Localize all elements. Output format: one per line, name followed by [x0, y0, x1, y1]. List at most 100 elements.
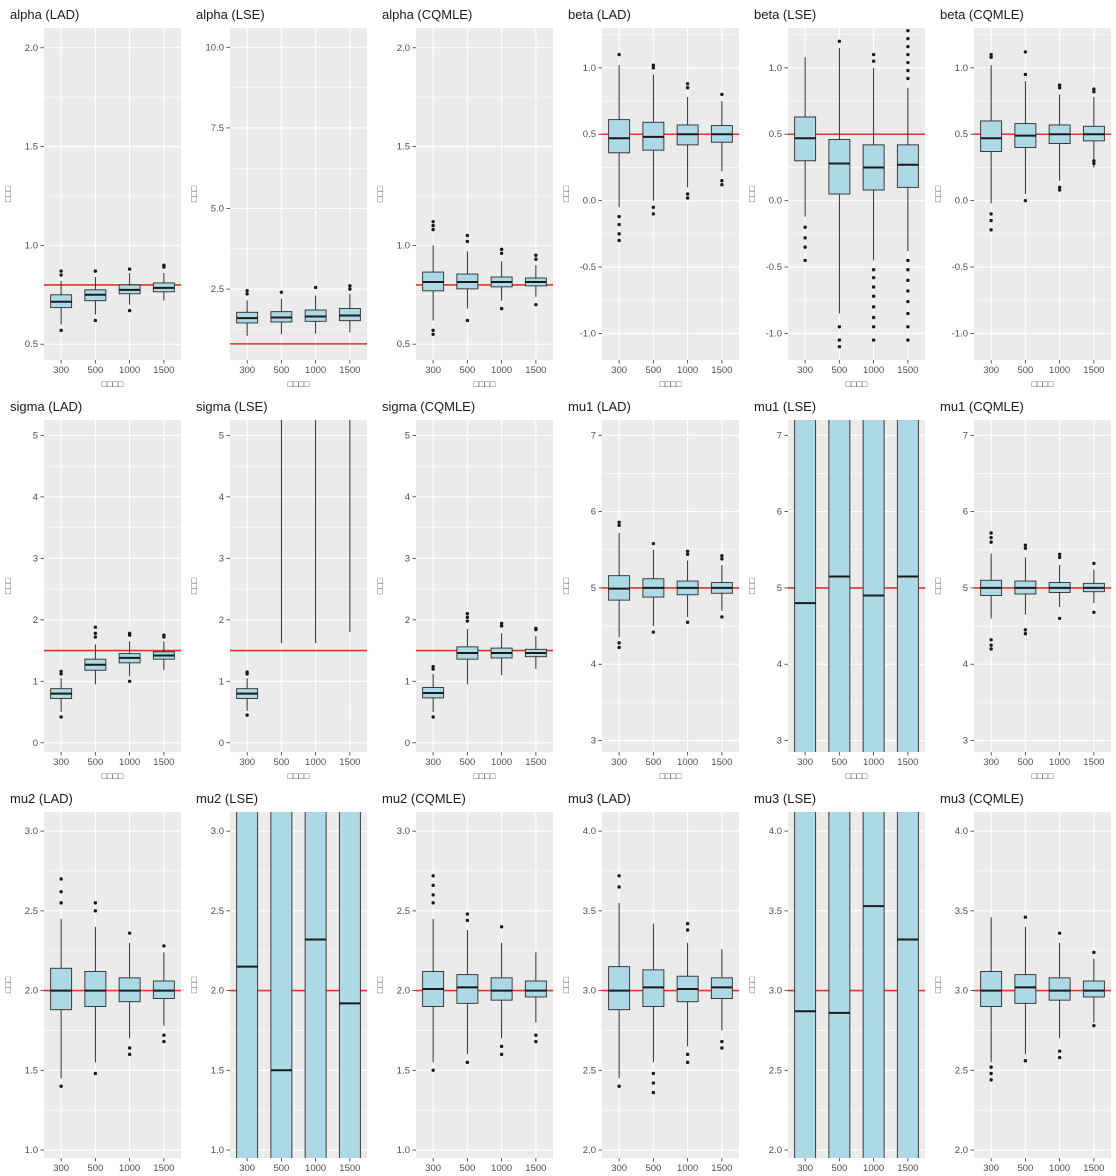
box-500: [280, 420, 282, 644]
outlier-dot: [989, 1071, 993, 1076]
outlier-dot: [465, 918, 470, 923]
y-tick-label: 7.5: [211, 123, 224, 134]
y-tick-label: 0.5: [955, 129, 968, 140]
axes: 2.0 2.5 3.0 3.5 4.0 300 500 1000 1500 □□□: [933, 826, 1104, 1174]
box-1000: [118, 931, 141, 1057]
x-tick-label: 1500: [153, 1163, 174, 1174]
y-tick-label: 1.0: [25, 240, 38, 251]
y-tick-label: 5: [33, 430, 38, 441]
panel-sigma-lad: sigma (LAD) 0 1 2 3 4 5 300 500 1000 1500 □□□□ □□□: [0, 392, 186, 784]
y-tick-label: 1.0: [397, 240, 410, 251]
x-tick-label: 1000: [491, 757, 512, 768]
iqr-box: [456, 974, 479, 1004]
x-tick-label: 1500: [1083, 365, 1104, 376]
outlier-dot: [685, 620, 690, 624]
outlier-dot: [989, 1078, 993, 1082]
x-tick-label: 500: [1017, 757, 1033, 768]
x-axis-title: □□□□: [846, 771, 868, 781]
y-tick-label: 3.0: [25, 826, 38, 837]
outlier-dot: [989, 212, 993, 216]
y-tick-label: 5: [405, 430, 410, 441]
box-300: [236, 288, 259, 336]
y-axis-title: □□□: [375, 185, 385, 202]
box-1000: [1048, 83, 1071, 192]
outlier-dot: [906, 278, 910, 283]
outlier-dot: [499, 1052, 504, 1057]
outlier-dot: [871, 59, 876, 63]
box-300: [980, 531, 1003, 651]
outlier-dot: [431, 223, 435, 228]
outlier-dot: [499, 1044, 504, 1049]
outlier-dot: [431, 901, 435, 905]
outlier-dot: [1057, 1055, 1062, 1060]
box-500: [1014, 50, 1037, 203]
x-tick-label: 500: [273, 1163, 289, 1174]
x-tick-label: 500: [1017, 1163, 1033, 1174]
panel-title: alpha (CQMLE): [382, 7, 473, 22]
outlier-dot: [162, 263, 166, 267]
y-tick-label: 1.5: [25, 1065, 38, 1076]
x-tick-label: 1500: [525, 757, 546, 768]
panel-mu3-lse: mu3 (LSE) 2.0 2.5 3.0 3.5 4.0 300 500 1000 1500 □□…: [744, 784, 930, 1176]
box-1500: [152, 633, 175, 671]
outlier-dot: [431, 1068, 435, 1073]
x-tick-label: 500: [645, 365, 661, 376]
panel-alpha-cqmle: alpha (CQMLE) 0.5 1.0 1.5 2.0 300 500 1000 1500 □…: [372, 0, 558, 392]
x-tick-label: 300: [797, 365, 813, 376]
outlier-dot: [685, 1060, 690, 1065]
iqr-box: [270, 812, 293, 1158]
outlier-dot: [837, 345, 842, 349]
outlier-dot: [431, 332, 435, 337]
outlier-dot: [720, 92, 724, 97]
y-tick-label: 0.0: [955, 196, 968, 207]
outlier-dot: [465, 318, 470, 323]
panel-plot: 1.0 1.5 2.0 2.5 3.0 300 500 1000 1500 □□□: [189, 812, 367, 1174]
outlier-dot: [617, 214, 621, 219]
y-tick-label: -0.5: [580, 262, 596, 273]
box-500: [828, 39, 851, 349]
outlier-dot: [989, 1065, 993, 1069]
outlier-dot: [989, 638, 993, 642]
y-axis-title: □□□: [189, 185, 199, 202]
axes: 1.0 1.5 2.0 2.5 3.0 300 500 1000 1500 □□□: [3, 826, 174, 1174]
y-tick-label: 4.0: [583, 826, 596, 837]
y-tick-label: 2.0: [397, 43, 410, 54]
x-axis-title: □□□□: [288, 771, 310, 781]
outlier-dot: [989, 52, 993, 57]
iqr-box: [980, 970, 1003, 1007]
x-axis-title: □□□□: [474, 379, 496, 389]
outlier-dot: [651, 66, 656, 70]
y-tick-label: 2: [405, 615, 410, 626]
x-tick-label: 300: [53, 757, 69, 768]
iqr-box: [828, 139, 851, 195]
outlier-dot: [162, 633, 166, 637]
y-axis-title: □□□: [747, 577, 757, 594]
box-1000: [676, 549, 699, 624]
iqr-box: [896, 144, 919, 188]
outlier-dot: [803, 225, 807, 229]
panel-beta-lse: beta (LSE) -1.0 -0.5 0.0 0.5 1.0 300 500 1000 150…: [744, 0, 930, 392]
outlier-dot: [906, 311, 910, 316]
x-tick-label: 300: [239, 757, 255, 768]
outlier-dot: [1023, 543, 1028, 547]
outlier-dot: [162, 1033, 166, 1037]
iqr-box: [862, 812, 885, 1158]
x-tick-label: 1000: [305, 365, 326, 376]
outlier-dot: [837, 338, 842, 342]
outlier-dot: [906, 325, 910, 329]
x-tick-label: 500: [645, 757, 661, 768]
panel-plot: 1.0 1.5 2.0 2.5 3.0 300 500 1000 1500 □□□: [3, 812, 181, 1174]
outlier-dot: [93, 318, 98, 323]
y-tick-label: 0.0: [769, 196, 782, 207]
outlier-dot: [431, 219, 435, 224]
marks: [788, 812, 925, 1158]
panel-title: mu3 (LSE): [754, 791, 817, 806]
box-300: [980, 52, 1003, 232]
outlier-dot: [1023, 628, 1028, 632]
y-tick-label: 1.0: [397, 1145, 410, 1156]
y-tick-label: 1.5: [211, 1065, 224, 1076]
outlier-dot: [1057, 86, 1062, 90]
box-1000: [118, 631, 141, 683]
